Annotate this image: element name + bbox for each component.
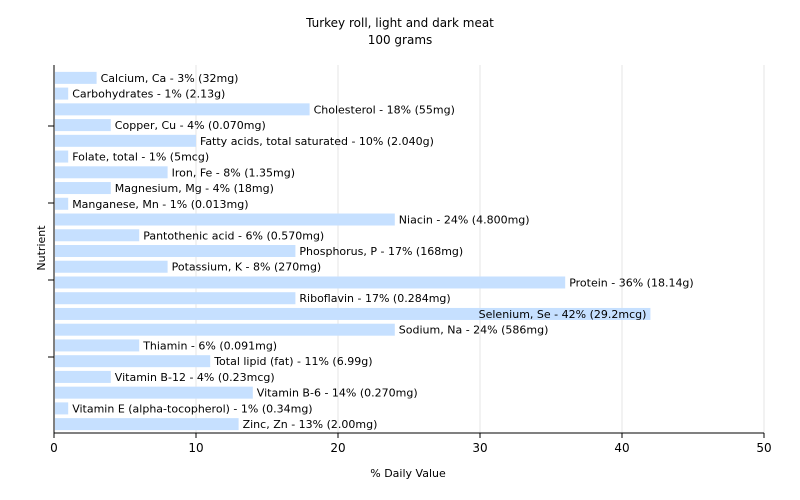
- bar-label: Total lipid (fat) - 11% (6.99g): [213, 355, 372, 368]
- bar-label: Folate, total - 1% (5mcg): [72, 151, 209, 164]
- bar-label: Vitamin B-12 - 4% (0.23mcg): [115, 371, 275, 384]
- bar: [55, 213, 395, 226]
- bar: [55, 276, 566, 289]
- bar: [55, 418, 239, 431]
- bar: [55, 182, 111, 195]
- bar-label: Sodium, Na - 24% (586mg): [399, 324, 549, 337]
- bar-label: Iron, Fe - 8% (1.35mg): [172, 166, 295, 179]
- bar-label: Riboflavin - 17% (0.284mg): [299, 292, 450, 305]
- bar: [55, 260, 168, 273]
- bar-label: Magnesium, Mg - 4% (18mg): [115, 182, 274, 195]
- bar: [55, 87, 69, 100]
- x-tick-label: 20: [330, 441, 345, 455]
- bar-label: Potassium, K - 8% (270mg): [172, 261, 322, 274]
- chart-subtitle: 100 grams: [368, 33, 433, 47]
- x-tick-label: 0: [50, 441, 58, 455]
- x-axis-title: % Daily Value: [370, 467, 446, 480]
- bar: [55, 197, 69, 210]
- bar-label: Cholesterol - 18% (55mg): [314, 103, 455, 116]
- axes: [48, 65, 764, 434]
- bar: [55, 402, 69, 415]
- bar: [55, 229, 140, 242]
- bar: [55, 307, 651, 320]
- bar: [55, 339, 140, 352]
- bar: [55, 71, 97, 84]
- bar: [55, 119, 111, 132]
- bar-label: Protein - 36% (18.14g): [569, 276, 694, 289]
- bar-label: Fatty acids, total saturated - 10% (2.04…: [200, 135, 434, 148]
- bar-label: Calcium, Ca - 3% (32mg): [101, 72, 239, 85]
- bar-label: Vitamin B-6 - 14% (0.270mg): [257, 387, 418, 400]
- bar: [55, 245, 296, 257]
- x-axis-ticks: 0 10 20 30 40 50: [50, 433, 772, 455]
- bars: Calcium, Ca - 3% (32mg) Carbohydrates - 1…: [55, 71, 694, 431]
- bar: [55, 150, 69, 163]
- grid-lines: [195, 65, 765, 433]
- bar: [55, 355, 211, 368]
- bar-label: Niacin - 24% (4.800mg): [399, 214, 530, 227]
- bar-label: Vitamin E (alpha-tocopherol) - 1% (0.34m…: [72, 402, 312, 415]
- x-tick-label: 30: [472, 441, 487, 455]
- bar: [55, 292, 296, 305]
- chart-title: Turkey roll, light and dark meat: [305, 16, 494, 30]
- bar-label: Zinc, Zn - 13% (2.00mg): [243, 418, 378, 431]
- x-tick-label: 40: [614, 441, 629, 455]
- bar-label: Thiamin - 6% (0.091mg): [142, 339, 277, 352]
- bar-label: Phosphorus, P - 17% (168mg): [299, 245, 463, 258]
- bar: [55, 166, 168, 179]
- bar-label: Carbohydrates - 1% (2.13g): [72, 88, 225, 101]
- y-axis-title: Nutrient: [35, 225, 48, 271]
- bar: [55, 103, 310, 116]
- bar: [55, 323, 395, 336]
- bar-label: Pantothenic acid - 6% (0.570mg): [143, 229, 324, 242]
- bar-label: Copper, Cu - 4% (0.070mg): [115, 119, 266, 132]
- x-tick-label: 50: [756, 441, 771, 455]
- bar-label: Selenium, Se - 42% (29.2mcg): [479, 308, 647, 321]
- x-tick-label: 10: [188, 441, 203, 455]
- bar: [55, 134, 196, 147]
- bar: [55, 370, 111, 383]
- bar: [55, 386, 253, 399]
- bar-label: Manganese, Mn - 1% (0.013mg): [72, 198, 248, 211]
